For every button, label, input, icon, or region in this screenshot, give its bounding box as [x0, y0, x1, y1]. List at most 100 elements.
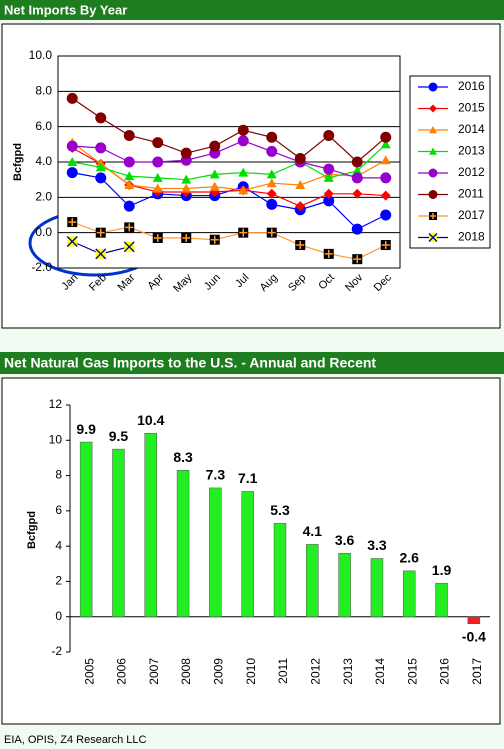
marker [323, 248, 334, 259]
marker [351, 172, 363, 184]
marker-plus [68, 218, 77, 227]
marker [266, 188, 277, 199]
chart-title: Net Natural Gas Imports to the U.S. - An… [4, 355, 376, 371]
marker [123, 200, 135, 212]
marker-x [95, 248, 107, 260]
marker [352, 165, 363, 175]
legend-label: 2014 [458, 122, 485, 136]
marker [95, 112, 107, 124]
marker [181, 174, 192, 184]
marker [428, 233, 438, 242]
marker [67, 217, 78, 228]
marker [123, 130, 135, 141]
marker [380, 139, 391, 149]
bar [306, 544, 319, 617]
y-tick-label: 6 [55, 503, 62, 517]
y-tick-label: 8 [55, 468, 62, 482]
marker [209, 140, 221, 152]
marker-plus [96, 228, 105, 237]
marker-x [428, 233, 438, 242]
y-tick-label: -2 [51, 644, 62, 658]
data-label: 3.6 [335, 532, 355, 548]
marker [351, 156, 363, 168]
marker [237, 124, 249, 136]
marker [428, 190, 438, 199]
marker [238, 167, 249, 177]
marker [66, 167, 78, 179]
y-tick-label: -2.0 [31, 260, 52, 274]
marker [352, 254, 363, 265]
marker [238, 227, 249, 238]
bar [370, 558, 384, 617]
legend-label: 2012 [458, 165, 485, 179]
marker [295, 179, 306, 189]
marker [294, 152, 306, 164]
marker [95, 142, 107, 154]
marker [429, 126, 437, 134]
x-tick-label: 2012 [308, 658, 322, 685]
marker-plus [267, 228, 276, 237]
data-label: 7.1 [238, 470, 258, 486]
marker [428, 82, 438, 92]
marker [152, 232, 163, 243]
bar [467, 616, 481, 625]
data-label: 9.9 [76, 421, 96, 437]
marker [429, 104, 437, 113]
marker [66, 236, 78, 247]
series-line [72, 143, 387, 181]
marker [380, 240, 391, 251]
marker [123, 241, 135, 253]
marker-x [123, 241, 135, 253]
marker [266, 169, 277, 179]
x-tick-label: 2015 [405, 658, 419, 685]
bar [79, 441, 93, 617]
x-tick-label: 2008 [179, 658, 193, 685]
marker [152, 137, 164, 149]
data-label: 3.3 [367, 537, 387, 553]
series-line [71, 142, 387, 191]
marker [323, 172, 334, 182]
marker [266, 145, 278, 157]
y-tick-label: 6.0 [35, 119, 52, 133]
legend-label: 2018 [458, 230, 485, 244]
marker [352, 188, 363, 199]
marker-plus [324, 249, 333, 258]
marker [181, 183, 192, 193]
data-label: 5.3 [270, 502, 290, 518]
marker [67, 157, 78, 166]
marker-plus [296, 241, 305, 250]
marker [95, 162, 106, 172]
marker [380, 155, 391, 165]
y-tick-label: 10.0 [29, 48, 53, 62]
chart-title: Net Imports By Year [4, 2, 127, 17]
marker [95, 172, 107, 184]
legend-label: 2016 [458, 79, 485, 93]
y-tick-label: 0.0 [35, 225, 52, 239]
marker [123, 156, 135, 168]
bar [144, 432, 158, 617]
marker [323, 130, 335, 141]
marker [266, 131, 278, 143]
data-label: 2.6 [399, 550, 419, 566]
marker-plus [153, 233, 162, 242]
marker [323, 163, 335, 175]
marker [95, 227, 106, 238]
marker [152, 156, 164, 168]
bar [241, 491, 254, 617]
marker-plus [430, 213, 436, 219]
bar [176, 470, 190, 617]
marker [237, 135, 249, 147]
data-label: 8.3 [173, 449, 193, 465]
marker [380, 209, 392, 221]
x-tick-label: 2016 [438, 658, 452, 685]
marker [429, 147, 437, 155]
legend-label: 2015 [458, 101, 485, 115]
legend-label: 2017 [458, 208, 485, 222]
data-label: 10.4 [137, 412, 164, 428]
marker [124, 179, 135, 189]
bar [273, 522, 287, 617]
marker [209, 181, 220, 191]
x-tick-label: 2006 [115, 658, 129, 685]
y-tick-label: 10 [49, 432, 63, 446]
legend-label: 2013 [458, 144, 485, 158]
